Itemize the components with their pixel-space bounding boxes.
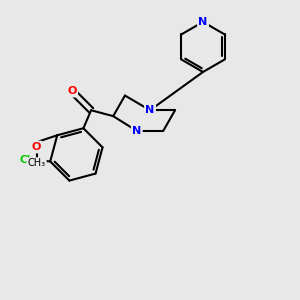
Text: N: N xyxy=(146,105,154,115)
Text: N: N xyxy=(198,17,208,27)
Text: O: O xyxy=(32,142,41,152)
Text: O: O xyxy=(67,86,77,96)
Text: Cl: Cl xyxy=(20,155,31,165)
Text: CH₃: CH₃ xyxy=(28,158,46,168)
Text: N: N xyxy=(132,126,141,136)
